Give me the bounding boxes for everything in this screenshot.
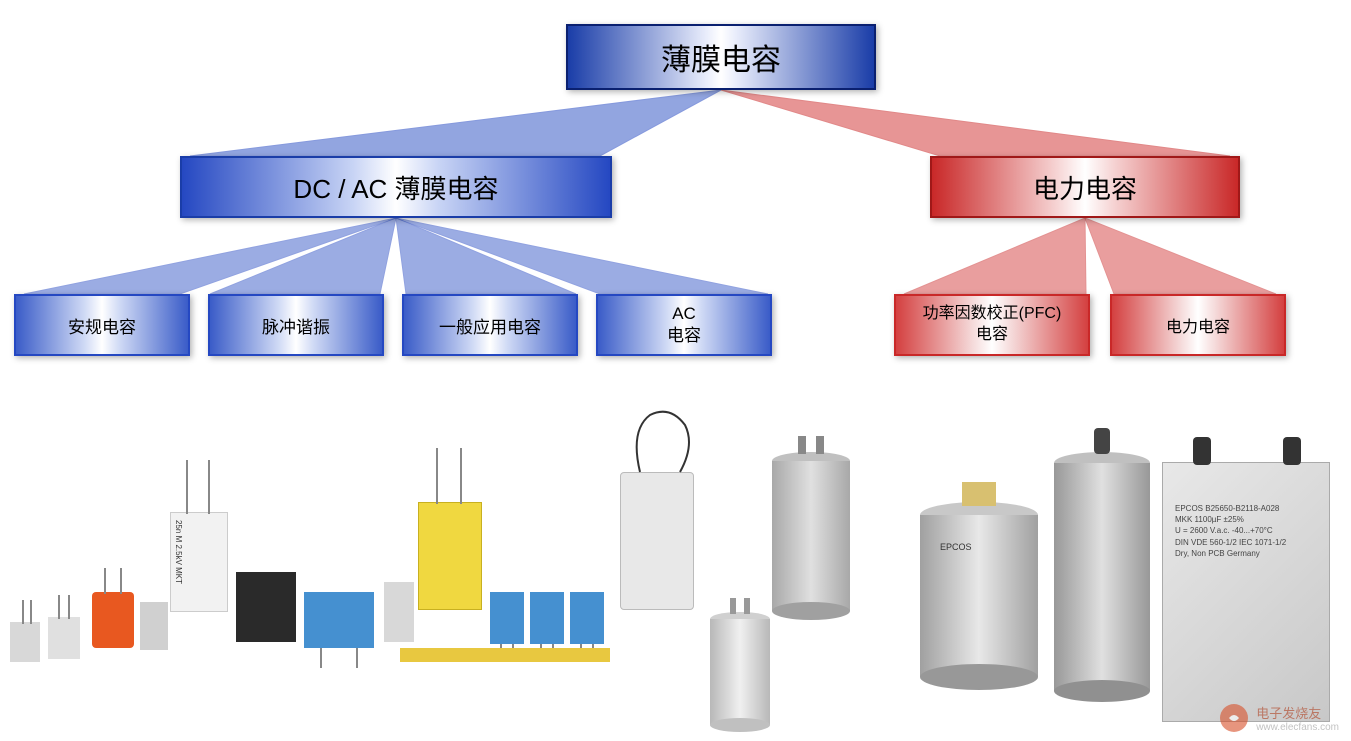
- component-strip: [400, 648, 610, 662]
- cap-lead: [30, 600, 32, 624]
- watermark-brand: 电子发烧友: [1256, 703, 1339, 722]
- leaf-pfc: 功率因数校正(PFC) 电容: [894, 294, 1090, 356]
- cap-box-large: EPCOS B25650-B2118-A028MKK 1100µF ±25%U …: [1162, 462, 1330, 722]
- cap-cylinder-1: [772, 452, 850, 620]
- watermark-logo-icon: [1220, 704, 1248, 732]
- node-power-label: 电力电容: [1033, 169, 1137, 206]
- cap-lead: [356, 648, 358, 668]
- leaf-ac: AC 电容: [596, 294, 772, 356]
- root-label: 薄膜电容: [661, 35, 781, 79]
- leaf-safety: 安规电容: [14, 294, 190, 356]
- node-dcac: DC / AC 薄膜电容: [180, 156, 612, 218]
- leaf-pulse-label: 脉冲谐振: [262, 313, 330, 338]
- cap-white-box: [620, 472, 694, 610]
- cap-blue-box: [304, 592, 374, 648]
- cap-black: [236, 572, 296, 642]
- cap-lead: [320, 648, 322, 668]
- root-node: 薄膜电容: [566, 24, 876, 90]
- cap-lead: [186, 460, 188, 514]
- cap-lead: [22, 600, 24, 624]
- leaf-pulse: 脉冲谐振: [208, 294, 384, 356]
- cap-lead: [58, 595, 60, 619]
- cap-orange: [92, 592, 134, 648]
- cap-cylinder-epcos: EPCOS: [920, 502, 1038, 690]
- leaf-pfc-label: 功率因数校正(PFC) 电容: [923, 304, 1062, 346]
- cap-lead: [68, 595, 70, 619]
- cap-small-1: [10, 622, 40, 662]
- cap-small-3: [140, 602, 168, 650]
- node-dcac-label: DC / AC 薄膜电容: [293, 169, 498, 206]
- cap-lead: [120, 568, 122, 594]
- leaf-safety-label: 安规电容: [68, 313, 136, 338]
- cap-blue-2: [530, 592, 564, 644]
- leaf-powercap-label: 电力电容: [1166, 313, 1230, 337]
- leaf-general: 一般应用电容: [402, 294, 578, 356]
- cap-small-2: [48, 617, 80, 659]
- watermark-url: www.elecfans.com: [1256, 722, 1339, 733]
- node-power: 电力电容: [930, 156, 1240, 218]
- cap-cylinder-tall: [1054, 452, 1150, 702]
- cap-blue-3: [570, 592, 604, 644]
- cap-lead: [104, 568, 106, 594]
- cap-small-4: [384, 582, 414, 642]
- cap-cylinder-small: [710, 612, 770, 732]
- leaf-powercap: 电力电容: [1110, 294, 1286, 356]
- cap-lead: [436, 448, 438, 504]
- cap-blue-1: [490, 592, 524, 644]
- cap-lead: [208, 460, 210, 514]
- cap-lead: [460, 448, 462, 504]
- leaf-general-label: 一般应用电容: [439, 313, 541, 338]
- cap-yellow-mkt: [418, 502, 482, 610]
- cap-wire-leads: [600, 410, 720, 480]
- cap-white-mkt-label: 25n M 2.5kV MKT: [174, 520, 183, 584]
- watermark: 电子发烧友 www.elecfans.com: [1220, 703, 1339, 733]
- leaf-ac-label: AC 电容: [667, 303, 701, 347]
- product-photos-area: 25n M 2.5kV MKT: [0, 400, 1351, 730]
